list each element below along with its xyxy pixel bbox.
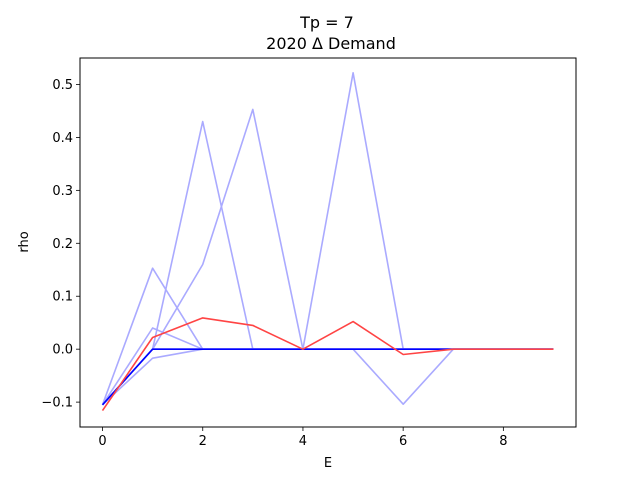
chart-title: Tp = 7 [299,13,354,32]
y-axis: −0.1 0.0 0.1 0.2 0.3 0.4 0.5 [41,78,80,411]
y-axis-label: rho [17,231,32,252]
y-tick-label: 0.4 [52,131,73,146]
series-line-3 [101,348,554,406]
plot-frame [79,57,577,428]
series-line-7 [101,348,554,406]
y-tick-label: 0.2 [52,237,73,252]
x-tick-label: 6 [399,434,407,449]
x-tick-label: 8 [499,434,507,449]
y-tick-label: 0.1 [52,290,73,305]
x-tick-label: 2 [199,434,207,449]
y-tick-label: 0.5 [52,78,73,93]
series-line-5 [101,108,554,406]
x-tick-label: 4 [299,434,307,449]
series-lines [101,72,554,412]
series-line-9 [101,317,554,412]
y-tick-label: 0.0 [52,343,73,358]
series-line-1 [101,267,554,406]
chart-subtitle: 2020 Δ Demand [266,34,396,53]
x-axis-label: E [324,456,332,471]
series-line-8 [101,348,554,406]
y-tick-label: −0.1 [41,396,73,411]
y-tick-label: 0.3 [52,184,73,199]
series-line-2 [101,327,554,406]
x-axis: 0 2 4 6 8 [98,427,507,449]
series-line-4 [101,120,554,406]
x-tick-label: 0 [98,434,106,449]
